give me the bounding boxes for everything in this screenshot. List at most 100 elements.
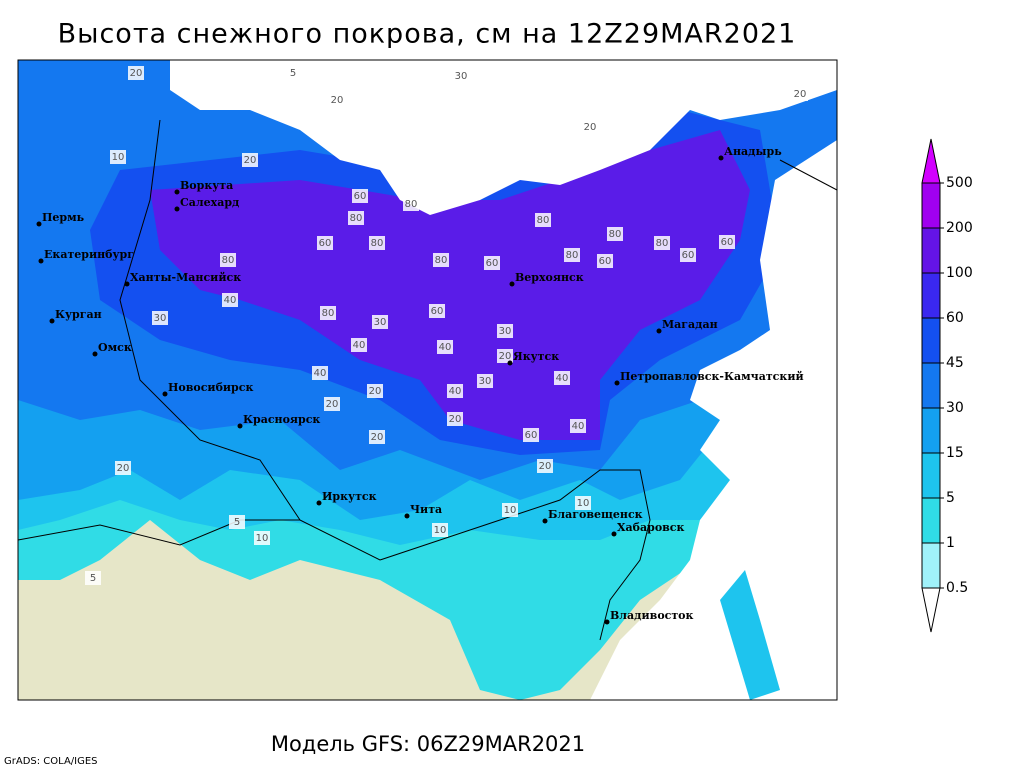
- contour-label: 60: [682, 250, 695, 261]
- border: [18, 469, 651, 641]
- colorbar-label: 0.5: [946, 580, 968, 596]
- contour-label: 40: [449, 386, 462, 397]
- city-label: Хабаровск: [617, 521, 684, 534]
- contour-label-box: [523, 428, 539, 442]
- contour-label: 20: [117, 463, 130, 474]
- city-label: Магадан: [662, 318, 718, 331]
- contour-label-box: [432, 523, 448, 537]
- contour-label: 20: [499, 351, 512, 362]
- city-label: Ханты-Мансийск: [130, 271, 241, 284]
- contour-label-box: [582, 120, 598, 134]
- contour-label-box: [254, 531, 270, 545]
- city-label: Красноярск: [243, 413, 320, 426]
- colorbar-swatch: [921, 272, 941, 319]
- colorbar-label: 30: [946, 400, 964, 416]
- city-dot: [542, 518, 548, 524]
- contour-label-box: [537, 459, 553, 473]
- contour-label: 10: [112, 152, 125, 163]
- colorbar-label: 5: [946, 490, 955, 506]
- island: [720, 570, 780, 700]
- contour-label: 30: [479, 376, 492, 387]
- map: [18, 60, 837, 700]
- contour-label-box: [497, 324, 513, 338]
- colorbar-swatch: [921, 362, 941, 409]
- city-dot: [604, 619, 610, 625]
- city-label: Якутск: [513, 350, 559, 363]
- city-label: Новосибирск: [168, 381, 253, 394]
- colorbar-label: 45: [946, 355, 964, 371]
- colorbar-swatch: [921, 317, 941, 364]
- city-dot: [38, 258, 44, 264]
- colorbar-label: 15: [946, 445, 964, 461]
- contour-label: 80: [435, 255, 448, 266]
- city-dot: [237, 423, 243, 429]
- contour-label-box: [477, 374, 493, 388]
- colorbar-label: 1: [946, 535, 955, 551]
- contour-label-box: [352, 189, 368, 203]
- contour-label-box: [792, 87, 808, 101]
- contour-label: 80: [537, 215, 550, 226]
- contour-label: 10: [256, 533, 269, 544]
- city-dot: [509, 281, 515, 287]
- contour-label-box: [115, 461, 131, 475]
- contour-label: 20: [449, 414, 462, 425]
- colorbar-swatch: [921, 497, 941, 544]
- contour-label: 80: [656, 238, 669, 249]
- contour-label-box: [348, 211, 364, 225]
- contour-label: 5: [90, 573, 96, 584]
- contour-label: 30: [154, 313, 167, 324]
- contour-label-box: [285, 66, 301, 80]
- contour-label: 40: [353, 340, 366, 351]
- contour-label-box: [351, 338, 367, 352]
- contour-label: 60: [525, 430, 538, 441]
- contour-label: 30: [455, 71, 468, 82]
- contour-label-box: [680, 248, 696, 262]
- contour-label-box: [447, 412, 463, 426]
- contour-label-box: [403, 197, 419, 211]
- contour-label-box: [324, 397, 340, 411]
- contour-label-box: [447, 384, 463, 398]
- contour-label: 60: [319, 238, 332, 249]
- contour-label: 80: [609, 229, 622, 240]
- city-dot: [92, 351, 98, 357]
- contour-label: 30: [499, 326, 512, 337]
- contour-label-box: [575, 496, 591, 510]
- city-label: Иркутск: [322, 490, 377, 503]
- contour-label: 40: [556, 373, 569, 384]
- city-label: Анадырь: [724, 145, 782, 158]
- contour-label: 20: [244, 155, 257, 166]
- contour-label-box: [152, 311, 168, 325]
- contour-label-box: [502, 503, 518, 517]
- contour-label: 5: [234, 517, 240, 528]
- city-label: Чита: [410, 503, 442, 516]
- contour-label-box: [222, 293, 238, 307]
- city-dot: [656, 328, 662, 334]
- contour-label: 80: [222, 255, 235, 266]
- contour-label: 5: [290, 68, 296, 79]
- city-dot: [174, 189, 180, 195]
- credit: GrADS: COLA/IGES: [4, 756, 98, 767]
- city-label: Омск: [98, 341, 132, 354]
- contour-label-box: [535, 213, 551, 227]
- city-label: Верхоянск: [515, 271, 584, 284]
- contour-label: 40: [224, 295, 237, 306]
- contour-label: 10: [577, 498, 590, 509]
- colorbar-swatch: [921, 182, 941, 229]
- contour-label-box: [484, 256, 500, 270]
- colorbar-label: 500: [946, 175, 973, 191]
- city-label: Владивосток: [610, 609, 694, 622]
- contour-label-box: [570, 419, 586, 433]
- contour-label-box: [320, 306, 336, 320]
- grid-line: [779, 159, 837, 191]
- city-dot: [611, 531, 617, 537]
- contour-label: 60: [486, 258, 499, 269]
- contour-label: 20: [331, 95, 344, 106]
- contour-label: 40: [314, 368, 327, 379]
- city-dot: [49, 318, 55, 324]
- map-frame: [17, 59, 838, 701]
- contour-label: 60: [354, 191, 367, 202]
- city-dot: [174, 206, 180, 212]
- city-dot: [614, 380, 620, 386]
- contour-label: 80: [371, 238, 384, 249]
- contour-label-box: [453, 69, 469, 83]
